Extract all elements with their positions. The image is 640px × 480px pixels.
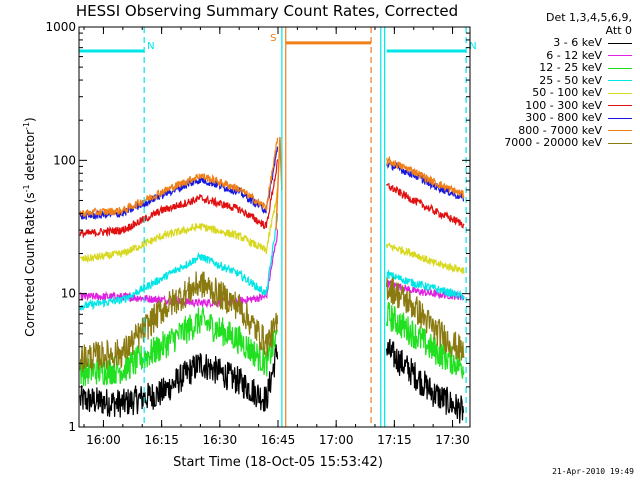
y-axis-label: Corrected Count Rate (s-1 detector-1) [22, 117, 37, 336]
series-layer [79, 136, 465, 424]
series-trace [79, 159, 465, 238]
y-tick-label: 1 [68, 420, 76, 434]
y-axis-label-sup1: -1 [22, 184, 31, 192]
x-tick-label: 16:30 [203, 433, 238, 447]
x-tick-label: 17:00 [319, 433, 354, 447]
vertical-markers-layer [143, 27, 467, 427]
x-tick-label: 16:00 [86, 433, 121, 447]
series-line [386, 183, 465, 229]
legend-entry-label: 3 - 6 keV [553, 36, 602, 49]
legend-entry: 6 - 12 keV [476, 48, 634, 63]
legend-entry-label: 25 - 50 keV [539, 73, 602, 87]
state-bar-label: S [270, 33, 276, 44]
legend-swatch [608, 130, 632, 132]
legend-entry: 800 - 7000 keV [476, 123, 634, 138]
state-bar-label: N [147, 41, 154, 52]
series-line [386, 301, 465, 379]
legend-entry: 12 - 25 keV [476, 61, 634, 75]
legend: Det 1,3,4,5,6,9, Att 0 3 - 6 keV 6 - 12 ke… [476, 11, 634, 150]
series-line [386, 277, 465, 361]
series-trace [79, 137, 465, 218]
legend-entry: 100 - 300 keV [476, 98, 634, 113]
legend-header-line: Det 1,3,4,5,6,9, [545, 11, 632, 24]
y-tick-label: 10 [61, 287, 76, 301]
state-bar-label: N [469, 41, 476, 52]
legend-entry-label: 100 - 300 keV [525, 98, 602, 112]
footer-date: 21-Apr-2010 19:49 [552, 467, 634, 476]
x-tick-label: 16:15 [144, 433, 179, 447]
series-line [79, 213, 279, 311]
series-line [386, 338, 465, 424]
y-tick-label: 1000 [45, 20, 76, 34]
legend-entry: 25 - 50 keV [476, 73, 634, 88]
series-trace [79, 301, 465, 387]
legend-swatch [608, 117, 632, 119]
series-line [79, 307, 279, 387]
series-line [79, 188, 279, 264]
x-tick-label: 17:30 [435, 433, 470, 447]
series-line [386, 155, 465, 199]
series-trace [79, 271, 465, 373]
series-line [79, 137, 279, 218]
series-trace [79, 146, 465, 220]
y-tick-label: 100 [53, 153, 76, 167]
legend-entry-label: 7000 - 20000 keV [504, 136, 602, 149]
legend-swatch [608, 67, 632, 69]
legend-swatch [608, 105, 632, 107]
x-tick-label: 16:45 [261, 433, 296, 447]
chart-title: HESSI Observing Summary Count Rates, Cor… [76, 2, 458, 20]
flare-spike [275, 136, 283, 231]
legend-entry-label: 800 - 7000 keV [518, 123, 602, 137]
series-line [79, 271, 279, 373]
legend-header: Det 1,3,4,5,6,9, Att 0 [476, 11, 634, 37]
series-trace [79, 188, 465, 274]
legend-swatch [608, 92, 632, 94]
y-axis-label-sup2: -1 [22, 122, 31, 130]
y-axis-label-main: Corrected Count Rate (s [23, 192, 37, 336]
series-line [79, 344, 279, 418]
series-line [79, 159, 279, 238]
legend-swatch [608, 142, 632, 144]
legend-swatch [608, 80, 632, 82]
legend-entry: 300 - 800 keV [476, 111, 634, 125]
legend-entry: 3 - 6 keV [476, 36, 634, 50]
legend-entry-label: 6 - 12 keV [546, 48, 602, 62]
legend-entry-label: 12 - 25 keV [539, 61, 602, 74]
x-axis-label: Start Time (18-Oct-05 15:53:42) [173, 455, 383, 470]
x-tick-label: 17:15 [377, 433, 412, 447]
series-line [386, 269, 465, 301]
series-line [386, 242, 465, 274]
legend-swatch [608, 55, 632, 57]
legend-entry-label: 50 - 100 keV [532, 86, 602, 99]
legend-header-line: Att 0 [605, 23, 632, 37]
legend-swatch [608, 42, 632, 44]
series-trace [79, 213, 465, 311]
legend-entry: 7000 - 20000 keV [476, 136, 634, 150]
plot-frame [78, 26, 471, 428]
series-trace [79, 338, 465, 424]
legend-rows: 3 - 6 keV 6 - 12 keV 12 - 25 keV 25 - 50 ke… [476, 36, 634, 150]
legend-entry: 50 - 100 keV [476, 86, 634, 100]
axes-layer: 16:00 16:15 16:30 16:45 17:00 17:15 17:30 1 10 10… [45, 20, 471, 447]
state-bars-layer: N NS [79, 33, 477, 53]
y-axis-label-end: ) [23, 117, 37, 122]
legend-entry-label: 300 - 800 keV [525, 111, 602, 124]
y-axis-label-mid: detector [23, 130, 37, 185]
